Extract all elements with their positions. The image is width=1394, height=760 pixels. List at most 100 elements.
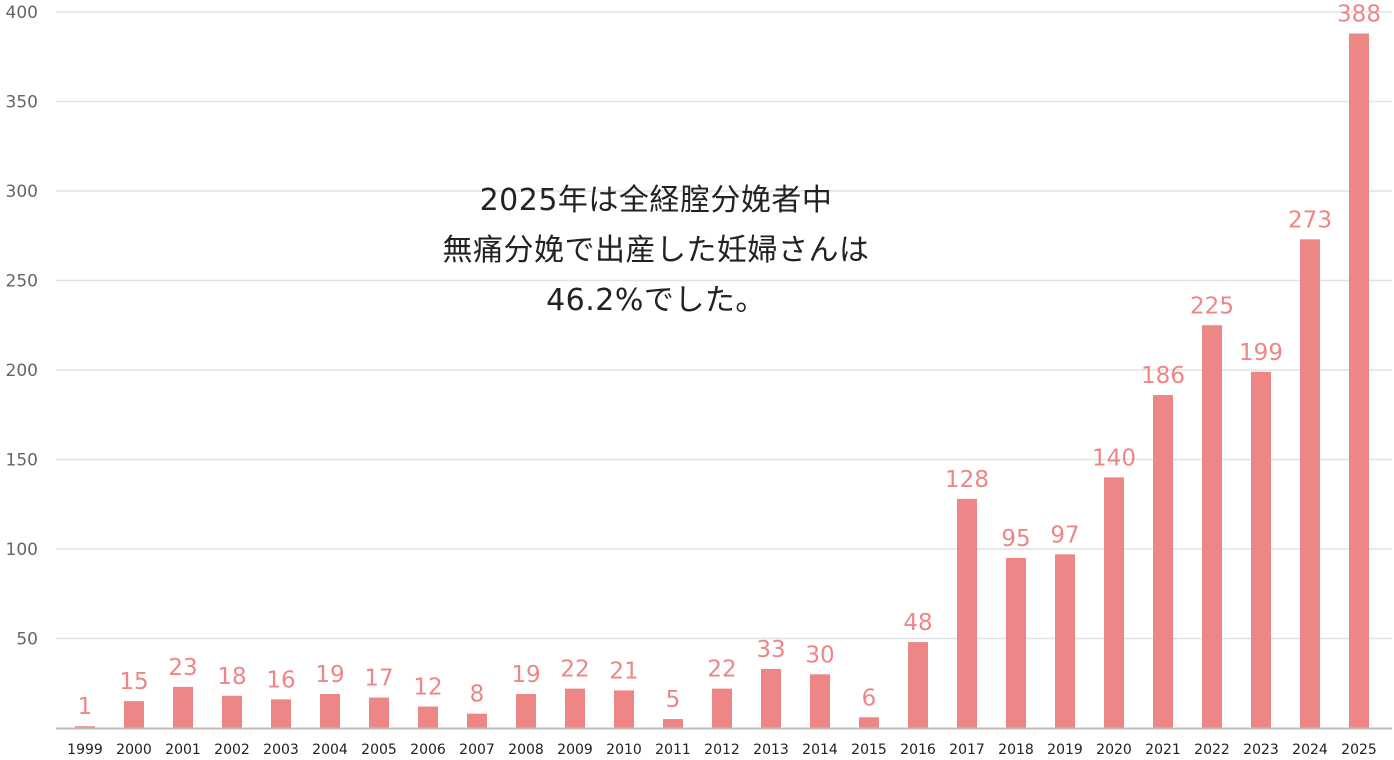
x-tick-label: 2009 <box>557 742 593 758</box>
bar-value-label: 388 <box>1337 1 1381 27</box>
bar-value-label: 8 <box>470 682 485 708</box>
bar-value-label: 225 <box>1190 293 1234 319</box>
x-tick-label: 2017 <box>949 742 985 758</box>
bar-value-label: 199 <box>1239 340 1283 366</box>
bar <box>418 706 438 728</box>
bar-value-label: 17 <box>364 666 393 692</box>
x-tick-label: 2010 <box>606 742 642 758</box>
y-tick-label: 150 <box>6 451 38 471</box>
bar-value-label: 48 <box>903 610 932 636</box>
y-tick-label: 100 <box>6 540 38 560</box>
bar-value-label: 140 <box>1092 445 1136 471</box>
x-axis-ticks: 1999 2000 2001 2002 2003 2004 2005 2006 2007 2008… <box>67 742 1377 758</box>
bar-value-label: 22 <box>707 657 736 683</box>
x-tick-label: 2021 <box>1145 742 1181 758</box>
x-tick-label: 2000 <box>116 742 152 758</box>
bar <box>271 699 291 728</box>
bar-value-label: 97 <box>1050 522 1079 548</box>
bar <box>1251 371 1271 728</box>
bar-value-label: 19 <box>511 662 540 688</box>
bar <box>222 695 242 728</box>
bar <box>124 701 144 728</box>
bar <box>1300 239 1320 728</box>
x-tick-label: 2016 <box>900 742 936 758</box>
x-tick-label: 2025 <box>1341 742 1377 758</box>
x-tick-label: 2018 <box>998 742 1034 758</box>
y-tick-label: 350 <box>6 93 38 113</box>
bars <box>75 33 1369 729</box>
bar <box>467 713 487 728</box>
x-tick-label: 2004 <box>312 742 348 758</box>
x-tick-label: 2007 <box>459 742 495 758</box>
bar-value-label: 5 <box>666 687 681 713</box>
bar <box>1202 325 1222 728</box>
annotation-line-2: 無痛分娩で出産した妊婦さんは <box>442 233 870 268</box>
bar <box>614 690 634 728</box>
x-tick-label: 2006 <box>410 742 446 758</box>
bar <box>1006 557 1026 728</box>
bar-value-label: 1 <box>78 694 93 720</box>
bar <box>173 686 193 728</box>
y-tick-label: 50 <box>16 630 38 650</box>
bar-value-label: 33 <box>756 637 785 663</box>
y-tick-label: 400 <box>6 3 38 23</box>
x-tick-label: 2022 <box>1194 742 1230 758</box>
bar <box>1104 477 1124 728</box>
x-tick-label: 2008 <box>508 742 544 758</box>
bar <box>516 693 536 728</box>
x-tick-label: 2003 <box>263 742 299 758</box>
x-tick-label: 2019 <box>1047 742 1083 758</box>
y-axis-ticks: 50 100 150 200 250 300 350 400 <box>6 3 38 650</box>
bar-value-label: 15 <box>119 669 148 695</box>
bar-value-label: 22 <box>560 657 589 683</box>
bar <box>369 697 389 728</box>
bar-value-label: 30 <box>805 642 834 668</box>
bar-value-label: 18 <box>217 664 246 690</box>
bar-value-label: 186 <box>1141 363 1185 389</box>
bar-value-label: 12 <box>413 675 442 701</box>
bar <box>957 498 977 728</box>
bar <box>761 668 781 728</box>
bar <box>712 688 732 728</box>
x-tick-label: 2001 <box>165 742 201 758</box>
x-tick-label: 2002 <box>214 742 250 758</box>
x-tick-label: 2024 <box>1292 742 1328 758</box>
y-tick-label: 300 <box>6 182 38 202</box>
bar-value-label: 128 <box>945 467 989 493</box>
bar-value-label: 95 <box>1001 526 1030 552</box>
bar-value-label: 23 <box>168 655 197 681</box>
x-tick-label: 2012 <box>704 742 740 758</box>
bar <box>75 726 95 728</box>
bar <box>859 717 879 728</box>
bar-value-label: 16 <box>266 667 295 693</box>
x-tick-label: 2011 <box>655 742 691 758</box>
bar <box>1055 554 1075 728</box>
bar-value-label: 19 <box>315 662 344 688</box>
bar-value-label: 6 <box>862 685 877 711</box>
bar-value-label: 21 <box>609 658 638 684</box>
annotation-text: 2025年は全経腟分娩者中 無痛分娩で出産した妊婦さんは 46.2%でした。 <box>356 176 956 326</box>
bar <box>1349 33 1369 729</box>
y-tick-label: 250 <box>6 272 38 292</box>
bar <box>565 688 585 728</box>
x-tick-label: 2020 <box>1096 742 1132 758</box>
x-tick-label: 2023 <box>1243 742 1279 758</box>
y-tick-label: 200 <box>6 361 38 381</box>
x-tick-label: 2014 <box>802 742 838 758</box>
x-tick-label: 2005 <box>361 742 397 758</box>
annotation-line-3: 46.2%でした。 <box>546 283 766 318</box>
bar <box>320 693 340 728</box>
bar <box>908 642 928 728</box>
bar <box>810 674 830 728</box>
annotation-line-1: 2025年は全経腟分娩者中 <box>479 183 833 218</box>
bar <box>1153 395 1173 728</box>
bar-value-label: 273 <box>1288 207 1332 233</box>
x-tick-label: 1999 <box>67 742 103 758</box>
x-tick-label: 2013 <box>753 742 789 758</box>
bar <box>663 719 683 728</box>
gridlines <box>56 11 1392 640</box>
x-tick-label: 2015 <box>851 742 887 758</box>
